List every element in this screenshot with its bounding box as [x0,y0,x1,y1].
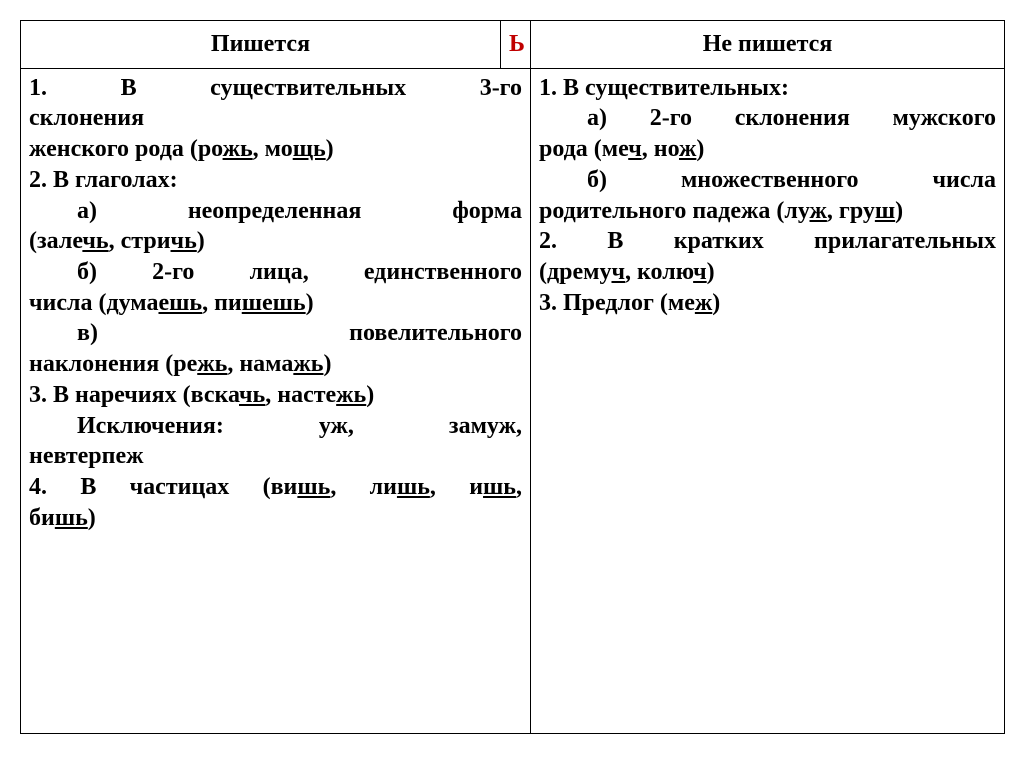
right-rule-1a-line2: рода (меч, нож) [539,134,996,165]
right-rule-3: 3. Предлог (меж) [539,288,996,319]
header-row: Пишется Ь Не пишется [21,21,1005,69]
left-rule-1-line3: женского рода (рожь, мощь) [29,134,522,165]
left-rule-2-head: 2. В глаголах: [29,165,522,196]
right-rule-1b-line2: родительного падежа (луж, груш) [539,196,996,227]
right-rule-2-line1: 2.Вкраткихприлагательных [539,226,996,257]
header-sign: Ь [501,21,531,69]
left-rule-4-line2: бишь) [29,503,522,534]
left-rule-2b-line2: числа (думаешь, пишешь) [29,288,522,319]
grammar-table: Пишется Ь Не пишется 1.Всуществительных3… [20,20,1005,734]
left-rule-2a-line1: а)неопределеннаяформа [29,196,522,227]
cell-right: 1. В существительных: а)2-госклонениямуж… [531,68,1005,733]
right-rule-1a-line1: а)2-госклонениямужского [539,103,996,134]
left-rule-3: 3. В наречиях (вскачь, настежь) [29,380,522,411]
body-row: 1.Всуществительных3-го склонения женског… [21,68,1005,733]
right-rule-1b-line1: б)множественногочисла [539,165,996,196]
left-rule-2b-line1: б)2-голица,единственного [29,257,522,288]
left-rule-2a-line2: (залечь, стричь) [29,226,522,257]
left-rule-4-line1: 4.Вчастицах (вишь, лишь, ишь, [29,472,522,503]
right-rule-2-line2: (дремуч, колюч) [539,257,996,288]
left-rule-1-line1: 1.Всуществительных3-го [29,73,522,104]
left-exceptions-line1: Исключения:уж,замуж, [29,411,522,442]
header-left: Пишется [21,21,501,69]
header-right: Не пишется [531,21,1005,69]
left-rule-1-line2: склонения [29,103,522,134]
cell-left: 1.Всуществительных3-го склонения женског… [21,68,531,733]
left-rule-2c-line1: в)повелительного [29,318,522,349]
left-rule-2c-line2: наклонения (режь, намажь) [29,349,522,380]
right-rule-1-head: 1. В существительных: [539,73,996,104]
left-exceptions-line2: невтерпеж [29,441,522,472]
